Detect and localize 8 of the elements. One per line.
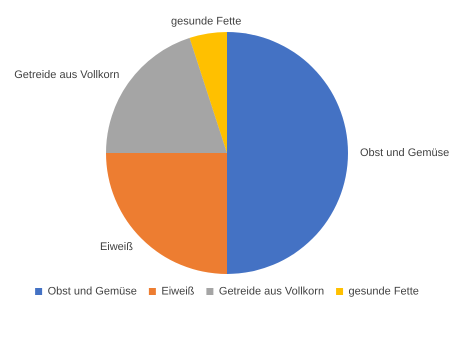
slice-label: gesunde Fette: [171, 16, 242, 28]
slice-label: Obst und Gemüse: [360, 147, 450, 160]
legend-label: Eiweiß: [161, 286, 195, 298]
slice-label: Getreide aus Vollkorn: [14, 68, 120, 81]
legend-label: Obst und Gemüse: [48, 286, 137, 298]
legend-label: gesunde Fette: [348, 286, 419, 298]
legend-label: Getreide aus Vollkorn: [218, 286, 324, 298]
slice-label: Eiweiß: [100, 241, 134, 254]
